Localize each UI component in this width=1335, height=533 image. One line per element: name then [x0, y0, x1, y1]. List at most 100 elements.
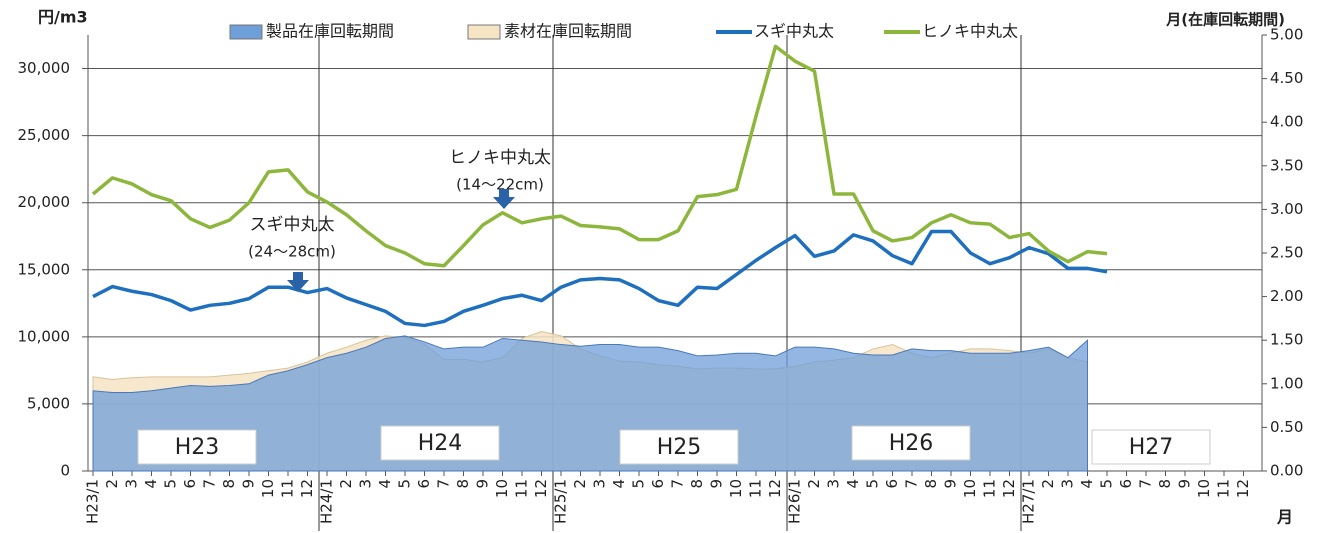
legend-label: スギ中丸太	[754, 22, 834, 41]
period-box	[619, 429, 739, 465]
legend-label: 素材在庫回転期間	[504, 22, 632, 41]
period-box	[137, 429, 257, 465]
x-tick-label: 2	[337, 479, 355, 489]
y-tick-label: 25,000	[18, 126, 71, 144]
y-tick-label: 0	[60, 462, 70, 480]
annotation: (24～28cm)	[248, 243, 336, 261]
y-tick-label: 5,000	[27, 394, 70, 412]
x-tick-label: 11	[981, 479, 999, 498]
legend-swatch	[229, 24, 263, 40]
y-tick-label: 30,000	[18, 59, 71, 77]
x-tick-label: H24/1	[318, 479, 336, 524]
x-tick-label: 6	[415, 479, 433, 489]
x-tick-label: 5	[1098, 479, 1116, 489]
x-tick-label: 12	[532, 479, 550, 498]
x-tick-label: 10	[259, 479, 277, 498]
x-tick-label: 5	[630, 479, 648, 489]
x-tick-label: 9	[1176, 479, 1194, 489]
y2-tick-label: 4.50	[1270, 69, 1303, 87]
y2-tick-label: 5.00	[1270, 26, 1303, 44]
x-tick-label: 10	[727, 479, 745, 498]
legend-label: 製品在庫回転期間	[266, 22, 394, 41]
y2-tick-label: 3.00	[1270, 200, 1303, 218]
y2-tick-label: 0.50	[1270, 418, 1303, 436]
x-tick-label: 7	[669, 479, 687, 489]
x-tick-label: 7	[1137, 479, 1155, 489]
legend-label: ヒノキ中丸太	[922, 22, 1018, 41]
annotation: (14～22cm)	[456, 176, 544, 194]
x-tick-label: 7	[201, 479, 219, 489]
x-tick-label: 11	[279, 479, 297, 498]
area	[92, 335, 1088, 472]
y2-tick-label: 1.50	[1270, 331, 1303, 349]
y-tick-label: 20,000	[18, 193, 71, 211]
x-tick-label: 8	[1156, 479, 1174, 489]
x-tick-label: 2	[805, 479, 823, 489]
y-axis-label: 円/m3	[38, 8, 88, 27]
x-tick-label: 5	[864, 479, 882, 489]
period-label: H27	[1129, 435, 1174, 460]
x-tick-label: 4	[610, 479, 628, 489]
x-tick-label: 6	[1117, 479, 1135, 489]
y-tick-label: 10,000	[18, 327, 71, 345]
y2-tick-label: 0.00	[1270, 462, 1303, 480]
x-tick-label: 4	[376, 479, 394, 489]
x-tick-label: 4	[142, 479, 160, 489]
x-tick-label: 7	[435, 479, 453, 489]
x-axis-label: 月	[1276, 508, 1293, 527]
x-tick-label: 2	[103, 479, 121, 489]
x-tick-label: 8	[220, 479, 238, 489]
arrow	[287, 272, 309, 292]
period-box	[380, 425, 500, 461]
x-tick-label: 3	[1059, 479, 1077, 489]
x-tick-label: 2	[1039, 479, 1057, 489]
period-box	[1091, 429, 1211, 465]
x-tick-label: 8	[922, 479, 940, 489]
y-tick-label: 15,000	[18, 260, 71, 278]
x-tick-label: 12	[298, 479, 316, 498]
legend-item: スギ中丸太	[716, 22, 834, 41]
period-label: H24	[418, 431, 463, 456]
x-tick-label: 9	[474, 479, 492, 489]
x-tick-label: 4	[844, 479, 862, 489]
x-tick-label: 10	[493, 479, 511, 498]
y2-tick-label: 1.00	[1270, 374, 1303, 392]
legend-item: 製品在庫回転期間	[229, 22, 394, 41]
period-label: H26	[889, 431, 934, 456]
annotation: スギ中丸太	[250, 215, 335, 235]
annotation: ヒノキ中丸太	[449, 148, 551, 168]
x-tick-label: 9	[942, 479, 960, 489]
x-tick-label: 2	[571, 479, 589, 489]
period-box	[851, 425, 971, 461]
x-tick-label: 11	[747, 479, 765, 498]
x-tick-label: 6	[649, 479, 667, 489]
y2-axis-label: 月(在庫回転期間)	[1165, 11, 1285, 29]
x-tick-label: 10	[961, 479, 979, 498]
x-tick-label: 3	[591, 479, 609, 489]
x-tick-label: H26/1	[786, 479, 804, 524]
arrow	[493, 189, 515, 209]
x-tick-label: 5	[396, 479, 414, 489]
line	[92, 229, 1108, 328]
y2-tick-label: 2.50	[1270, 244, 1303, 262]
x-tick-label: 3	[357, 479, 375, 489]
x-tick-label: 8	[454, 479, 472, 489]
x-tick-label: 10	[1195, 479, 1213, 498]
x-tick-label: H25/1	[552, 479, 570, 524]
x-tick-label: 6	[181, 479, 199, 489]
x-tick-label: 11	[1215, 479, 1233, 498]
y2-tick-label: 4.00	[1270, 113, 1303, 131]
legend-swatch	[467, 24, 501, 40]
x-tick-label: 7	[903, 479, 921, 489]
y2-tick-label: 3.50	[1270, 156, 1303, 174]
x-tick-label: H23/1	[84, 479, 102, 524]
x-tick-label: 12	[1000, 479, 1018, 498]
x-tick-label: 6	[883, 479, 901, 489]
legend-item: ヒノキ中丸太	[884, 22, 1018, 41]
x-tick-label: 5	[162, 479, 180, 489]
period-label: H23	[175, 435, 220, 460]
x-tick-label: 9	[240, 479, 258, 489]
x-tick-label: 11	[513, 479, 531, 498]
x-tick-label: 12	[1234, 479, 1252, 498]
